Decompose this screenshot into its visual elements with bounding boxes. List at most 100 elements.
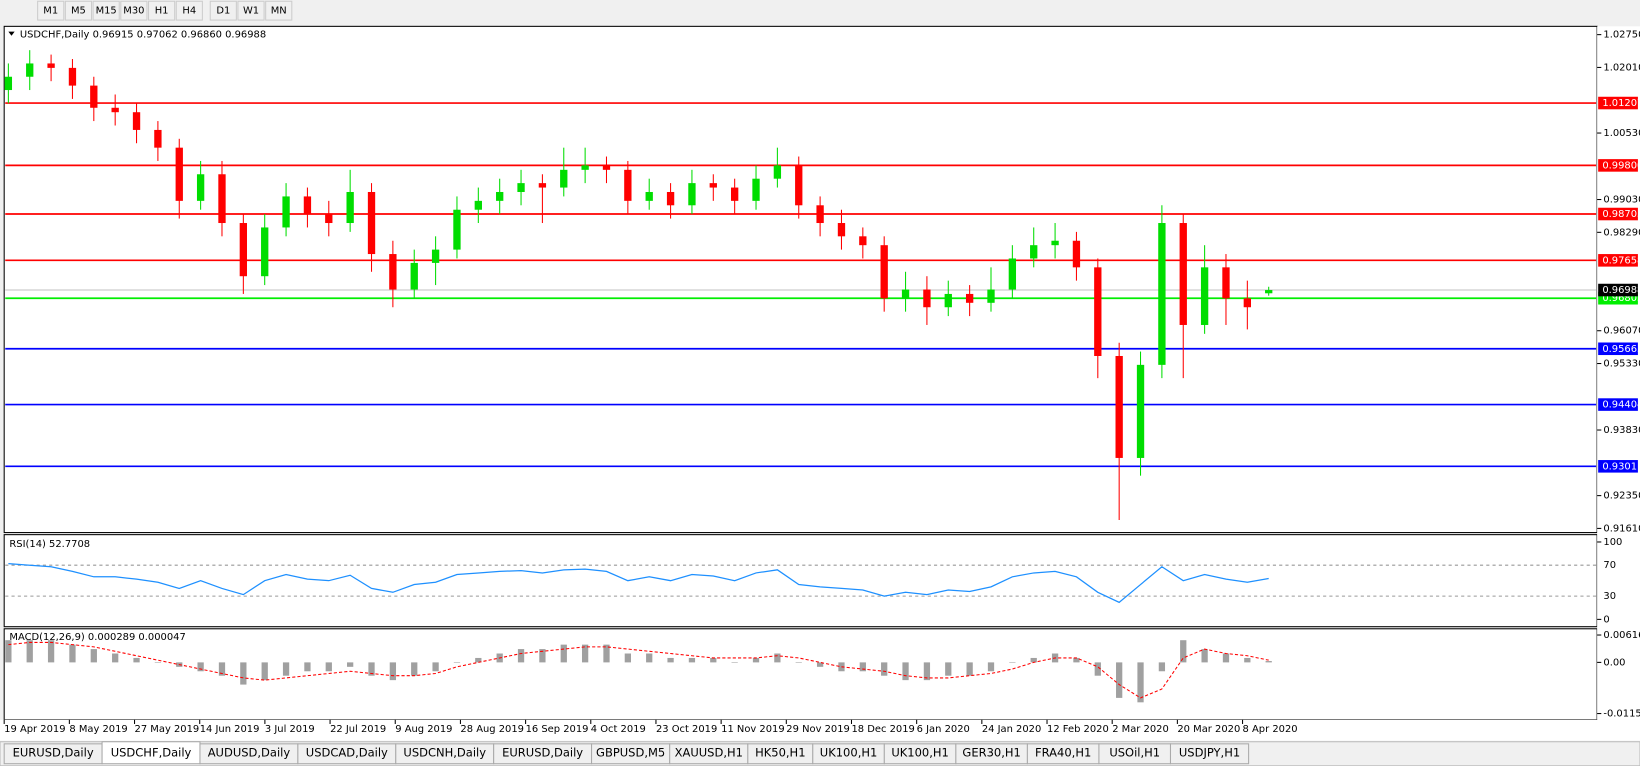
candle-body	[410, 262, 418, 290]
candle-body	[1030, 245, 1038, 259]
timeframe-label[interactable]: M15	[96, 6, 117, 17]
macd-bar	[1030, 657, 1037, 663]
macd-bar	[411, 662, 418, 676]
timeframe-label[interactable]: M30	[123, 6, 144, 17]
candle-body	[346, 191, 354, 224]
tab-label[interactable]: UK100,H1	[820, 746, 878, 760]
macd-bar	[646, 653, 653, 663]
macd-bar	[816, 662, 824, 667]
tab-label[interactable]: USDJPY,H1	[1179, 746, 1240, 760]
macd-bar	[923, 662, 931, 681]
candle-body	[538, 183, 547, 188]
tab-label[interactable]: HK50,H1	[755, 746, 805, 760]
tab-label[interactable]: XAUUSD,H1	[675, 746, 743, 760]
timeframe-button[interactable]	[37, 0, 65, 21]
candle-body	[389, 254, 397, 290]
candle-body	[132, 112, 141, 130]
macd-bar	[26, 640, 33, 663]
timeframe-label[interactable]: MN	[271, 6, 287, 17]
tab-label[interactable]: FRA40,H1	[1035, 746, 1091, 760]
macd-bar	[47, 640, 55, 663]
timeframe-label[interactable]: H4	[182, 6, 196, 17]
tab-label[interactable]: GBPUSD,M5	[596, 746, 665, 760]
macd-bar	[475, 657, 482, 663]
candle-body	[666, 191, 675, 206]
tab-label[interactable]: AUDUSD,Daily	[208, 746, 291, 760]
tab-label[interactable]: USDCNH,Daily	[403, 746, 486, 760]
tab-label[interactable]: EURUSD,Daily	[502, 746, 583, 760]
macd-bar	[774, 653, 781, 663]
timeframe-button[interactable]	[147, 0, 176, 21]
rsi-tick-label: 30	[1603, 591, 1616, 602]
candle-body	[730, 187, 739, 201]
x-tick-label: 22 Jul 2019	[330, 724, 386, 735]
timeframe-button[interactable]	[175, 0, 203, 21]
candle-body	[1051, 240, 1059, 246]
x-tick-label: 8 Apr 2020	[1243, 724, 1298, 735]
macd-bar	[1009, 662, 1016, 663]
level-label: 0.93011	[1602, 461, 1640, 472]
level-label-box	[1598, 398, 1638, 411]
macd-signal	[8, 641, 1269, 699]
macd-bar	[688, 657, 696, 663]
time-scale	[0, 719, 1640, 741]
level-label-box	[1598, 460, 1638, 473]
tab[interactable]	[1169, 743, 1250, 765]
x-tick-label: 19 Apr 2019	[4, 724, 65, 735]
candle-body	[965, 293, 974, 303]
macd-bar	[1244, 657, 1251, 663]
price-scale	[1597, 26, 1640, 720]
timeframe-button[interactable]	[237, 0, 265, 21]
candle-body	[1200, 267, 1209, 325]
x-tick-label: 23 Oct 2019	[656, 724, 717, 735]
tab-label[interactable]: UK100,H1	[891, 746, 949, 760]
candle-body	[923, 289, 931, 308]
macd-bar	[1180, 640, 1187, 663]
tab-label[interactable]: GER30,H1	[962, 746, 1020, 760]
tab-label[interactable]: USDCAD,Daily	[306, 746, 388, 760]
tab-label[interactable]: EURUSD,Daily	[13, 746, 94, 760]
timeframe-button[interactable]	[92, 0, 120, 21]
x-tick-label: 18 Dec 2019	[851, 724, 914, 735]
timeframe-button[interactable]	[120, 0, 148, 21]
macd-bar	[90, 649, 97, 663]
timeframe-button[interactable]	[265, 0, 293, 21]
macd-bar	[282, 662, 290, 676]
timeframe-label[interactable]: M5	[71, 6, 86, 17]
candle-body	[239, 223, 248, 277]
level-label-box	[1598, 96, 1638, 110]
level-label-box	[1598, 254, 1638, 267]
timeframe-label[interactable]: M1	[43, 6, 58, 17]
macd-bar	[710, 657, 717, 663]
timeframe-label[interactable]: W1	[243, 6, 259, 17]
x-tick-label: 6 Jan 2020	[917, 724, 970, 735]
timeframe-label[interactable]: D1	[216, 6, 230, 17]
candle-body	[1094, 267, 1102, 356]
level-label-box	[1598, 342, 1638, 356]
timeframe-label[interactable]: H1	[155, 6, 169, 17]
candle-body	[859, 236, 867, 246]
tab-label[interactable]: USOil,H1	[1109, 746, 1160, 760]
rsi-tick-label: 70	[1603, 560, 1616, 571]
macd-bar	[197, 662, 204, 672]
candle-body	[880, 245, 888, 299]
title-arrow	[8, 31, 15, 36]
candle-body	[795, 165, 803, 206]
candle-body	[154, 129, 162, 148]
timeframe-button[interactable]	[209, 0, 237, 21]
candle-body	[944, 293, 952, 308]
macd-bar	[1116, 662, 1123, 698]
level-label: 0.97658	[1602, 255, 1640, 266]
current-price-label: 0.96988	[1602, 285, 1640, 296]
timeframe-button[interactable]	[64, 0, 93, 21]
macd-bar	[432, 662, 439, 672]
candle-body	[196, 174, 205, 201]
tab-label[interactable]: USDCHF,Daily	[111, 746, 192, 760]
candle-body	[4, 76, 13, 91]
macd-bar	[539, 649, 546, 663]
candle-body	[752, 178, 760, 201]
macd-bar	[603, 644, 610, 663]
